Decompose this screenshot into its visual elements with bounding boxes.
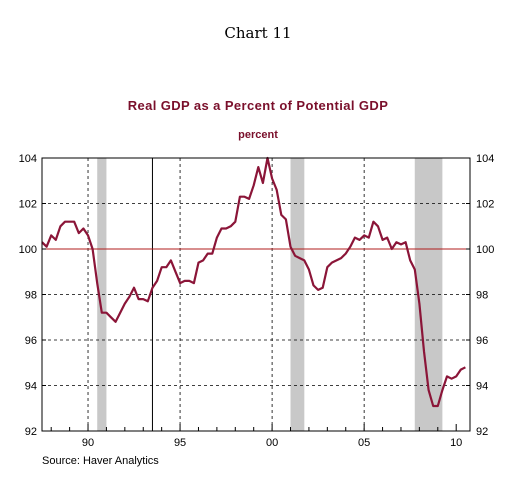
x-tick-label-05: 05 bbox=[358, 437, 370, 449]
y-tick-right-100: 100 bbox=[476, 244, 494, 256]
y-tick-left-100: 100 bbox=[19, 244, 37, 256]
y-tick-left-96: 96 bbox=[25, 335, 37, 347]
y-tick-right-98: 98 bbox=[476, 290, 488, 302]
x-tick-label-00: 00 bbox=[266, 437, 278, 449]
source-note: Source: Haver Analytics bbox=[42, 455, 159, 467]
chart-subtitle: percent bbox=[238, 129, 278, 141]
y-tick-left-92: 92 bbox=[25, 426, 37, 438]
y-tick-right-104: 104 bbox=[476, 153, 494, 165]
y-tick-right-94: 94 bbox=[476, 381, 488, 393]
x-tick-label-95: 95 bbox=[174, 437, 186, 449]
series-layer bbox=[41, 156, 466, 408]
x-tick-label-90: 90 bbox=[82, 437, 94, 449]
chart-heading: Chart 11 bbox=[224, 24, 291, 42]
chart-title: Real GDP as a Percent of Potential GDP bbox=[128, 98, 389, 113]
y-tick-left-98: 98 bbox=[25, 290, 37, 302]
axis-ticks: 92 92 94 94 96 96 98 98 100 100 102 102 104 104 90 95 00… bbox=[19, 153, 495, 449]
y-tick-left-104: 104 bbox=[19, 153, 37, 165]
recession-band-1 bbox=[97, 158, 107, 431]
series-line-1 bbox=[41, 156, 466, 408]
x-tick-label-10: 10 bbox=[450, 437, 462, 449]
recession-band-2 bbox=[290, 158, 305, 431]
y-tick-right-92: 92 bbox=[476, 426, 488, 438]
y-tick-right-102: 102 bbox=[476, 199, 494, 211]
y-tick-left-94: 94 bbox=[25, 381, 37, 393]
y-tick-left-102: 102 bbox=[19, 199, 37, 211]
y-tick-right-96: 96 bbox=[476, 335, 488, 347]
